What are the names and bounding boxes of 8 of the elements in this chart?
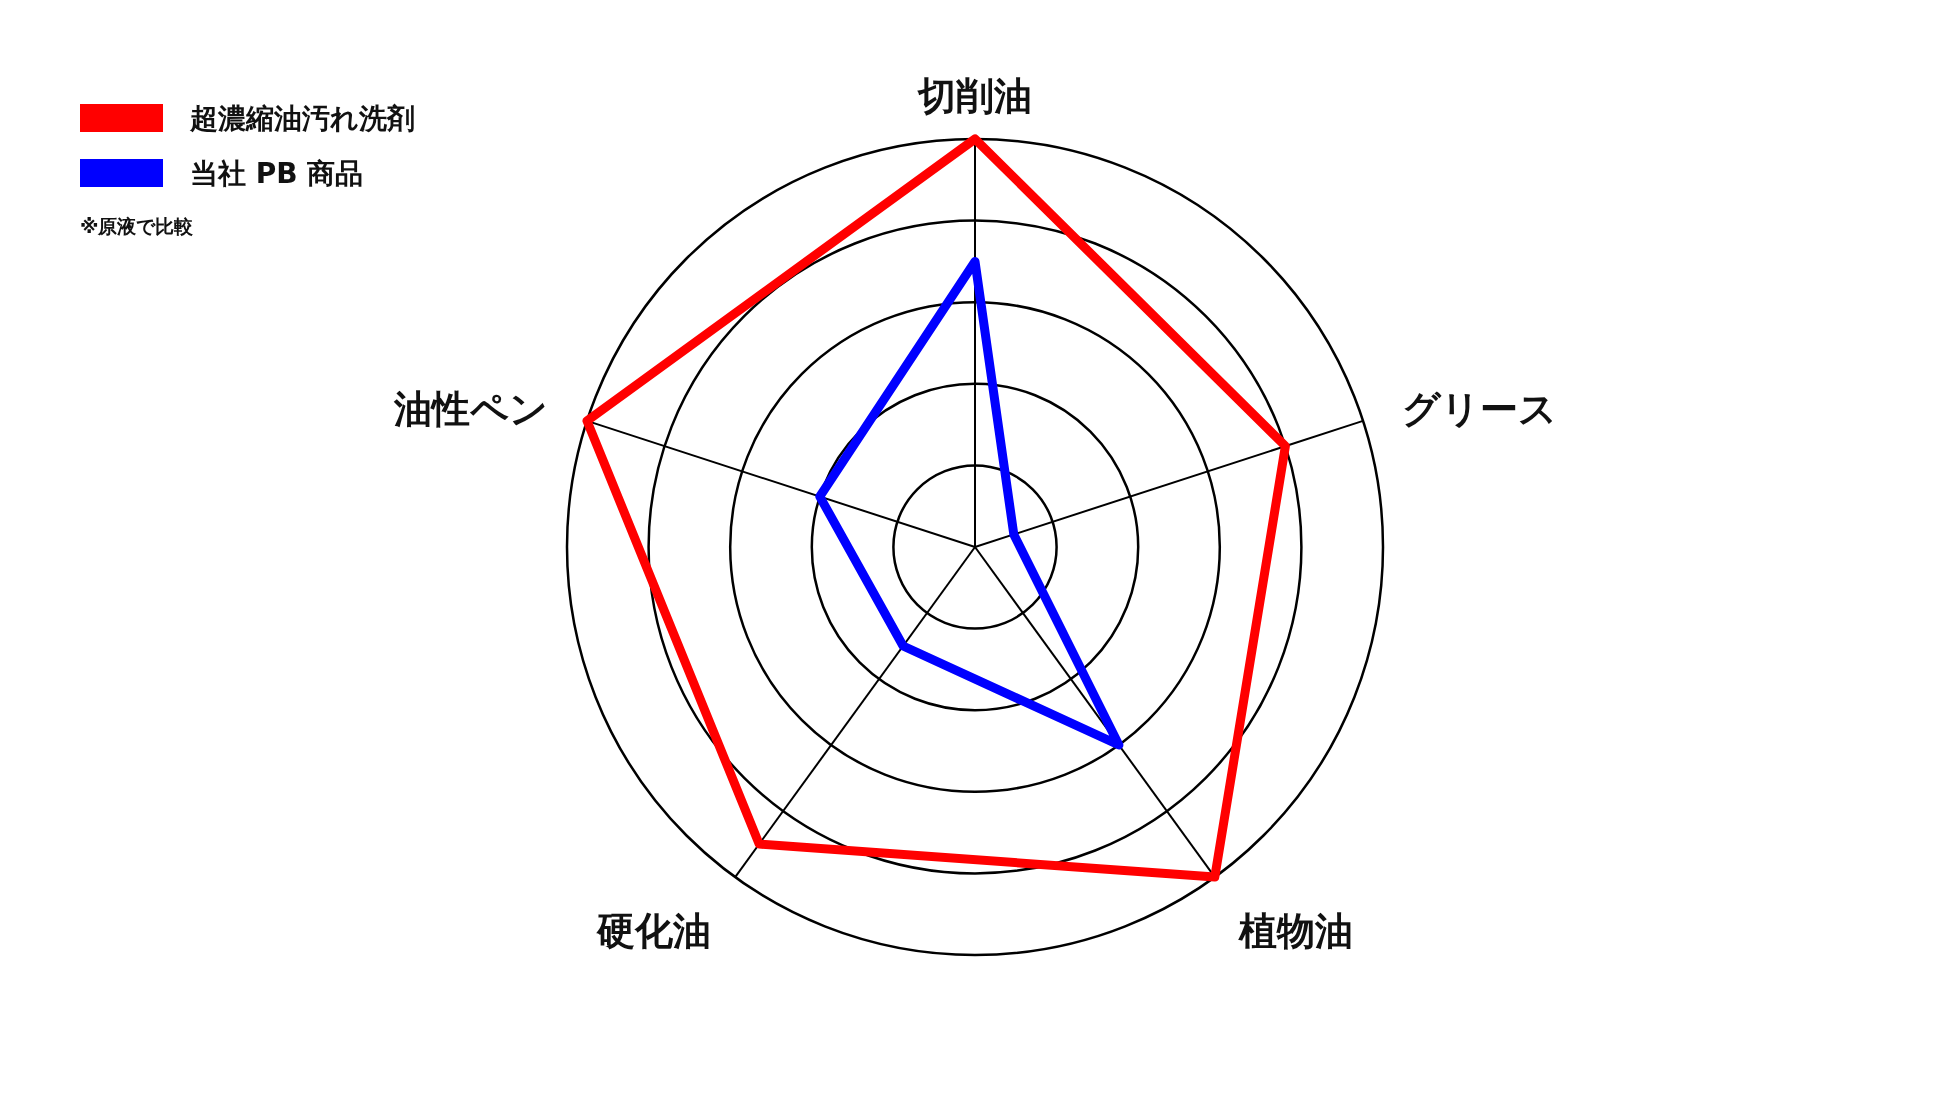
text: ※原液で比較	[80, 214, 195, 237]
legend-label: 超濃縮油汚れ洗剤	[189, 101, 415, 135]
spoke-label: 切削油	[917, 74, 1032, 118]
spoke-label: 硬化油	[596, 909, 712, 954]
spoke-label: グリース	[1401, 386, 1557, 431]
legend-label: 当社 PB 商品	[190, 156, 364, 190]
spoke-label: 植物油	[1237, 909, 1353, 954]
spoke-label: 油性ペン	[393, 386, 549, 431]
